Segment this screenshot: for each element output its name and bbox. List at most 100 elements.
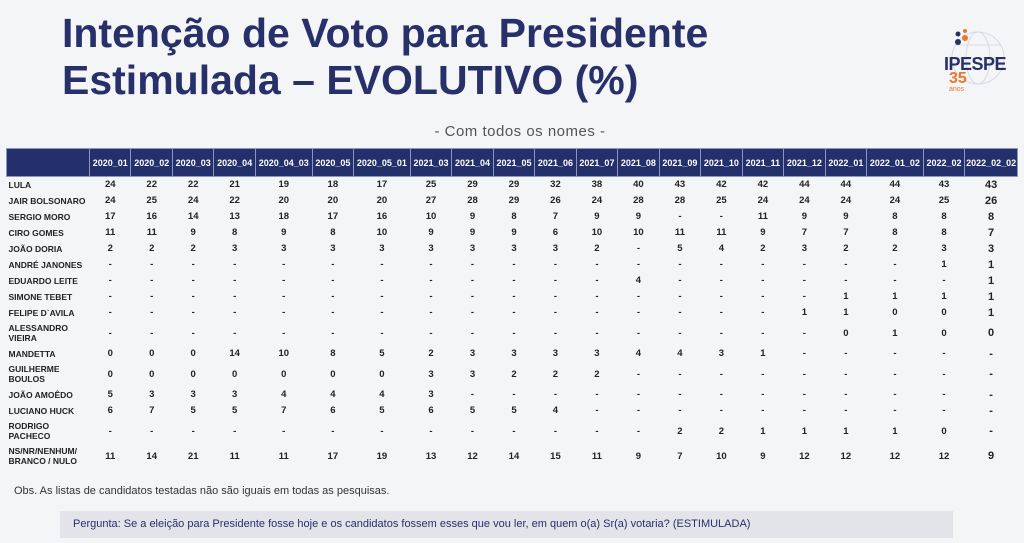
- value-cell: 7: [988, 226, 995, 239]
- value-cell: -: [108, 275, 112, 286]
- value-cell: -: [802, 259, 806, 270]
- value-cell: -: [553, 275, 558, 286]
- value-cell: -: [761, 275, 765, 286]
- value-cell: -: [512, 307, 516, 318]
- value-cell: -: [429, 259, 433, 270]
- value-cell: -: [636, 368, 640, 380]
- value-cell: 16: [146, 211, 157, 222]
- candidate-name-line: SERGIO MORO: [8, 211, 71, 222]
- value-cell: 2: [760, 243, 766, 254]
- value-cell: -: [380, 307, 384, 318]
- footnote: Obs. As listas de candidatos testadas nã…: [14, 485, 390, 497]
- candidate-name-line: ALESSANDRO: [8, 323, 69, 333]
- candidate-name-line: CIRO GOMES: [8, 227, 64, 238]
- value-cell: 5: [511, 405, 517, 416]
- value-cell: -: [191, 291, 195, 302]
- value-cell: -: [233, 291, 237, 302]
- value-cell: 10: [716, 450, 727, 462]
- value-cell: 5: [469, 405, 476, 416]
- value-cell: -: [191, 425, 195, 437]
- value-cell: -: [512, 425, 516, 437]
- value-cell: 9: [843, 211, 849, 222]
- value-cell: 3: [281, 243, 287, 254]
- candidate-name-line: NS/NR/NENHUM/: [8, 446, 77, 456]
- value-cell: 6: [552, 227, 559, 238]
- candidate-name: RODRIGO PACHECO: [7, 419, 90, 444]
- column-header: 2020_05_01: [353, 148, 411, 177]
- value-cell: 11: [674, 227, 685, 238]
- candidate-name: LULA: [7, 177, 90, 193]
- table-row: ANDRÉ JANONES - - - - - - - - - - - - - - - - - - - 1 1: [7, 257, 1018, 273]
- value-cell: 29: [508, 179, 520, 191]
- value-cell: 2: [149, 243, 155, 254]
- value-cell: -: [636, 425, 640, 437]
- value-cell: 6: [330, 405, 336, 416]
- value-cell: 7: [843, 227, 849, 238]
- value-cell: 14: [229, 348, 240, 359]
- value-cell: -: [989, 404, 993, 417]
- value-cell: -: [470, 425, 475, 437]
- value-cell: 0: [107, 348, 113, 359]
- value-cell: -: [942, 368, 946, 380]
- value-cell: 18: [327, 179, 339, 191]
- value-cell: -: [802, 348, 806, 359]
- value-cell: -: [844, 259, 848, 270]
- value-cell: 9: [988, 450, 995, 462]
- value-cell: 0: [190, 368, 196, 380]
- value-cell: 2: [428, 348, 434, 359]
- value-cell: 1: [760, 348, 766, 359]
- table-row: MANDETTA 0 0 0 14 10 8 5 2 3 3 3 3 4 4 3 1 - - - - -: [7, 346, 1018, 362]
- value-cell: -: [719, 389, 723, 400]
- value-cell: -: [150, 259, 154, 270]
- value-cell: -: [191, 307, 195, 318]
- value-cell: 40: [633, 179, 644, 191]
- candidate-name: SIMONE TEBET: [7, 289, 90, 305]
- logo-globe-icon: [951, 29, 1005, 85]
- column-header: 2021_05: [492, 148, 536, 177]
- value-cell: -: [636, 389, 640, 400]
- value-cell: -: [761, 307, 765, 318]
- value-cell: 7: [677, 450, 683, 462]
- value-cell: 32: [550, 179, 561, 191]
- value-cell: -: [512, 259, 516, 270]
- value-cell: -: [678, 327, 682, 339]
- value-cell: 14: [508, 450, 520, 462]
- value-cell: -: [636, 291, 640, 302]
- column-header: 2022_02_02: [964, 148, 1018, 177]
- value-cell: -: [636, 405, 640, 416]
- candidate-name: MANDETTA: [7, 346, 90, 362]
- value-cell: -: [893, 275, 897, 286]
- value-cell: -: [719, 259, 723, 270]
- value-cell: -: [719, 291, 723, 302]
- value-cell: -: [429, 327, 433, 339]
- value-cell: -: [595, 275, 599, 286]
- value-cell: 2: [552, 368, 559, 380]
- value-cell: 3: [718, 348, 725, 359]
- candidate-name: ALESSANDRO VIEIRA: [7, 321, 90, 346]
- value-cell: -: [802, 291, 806, 302]
- value-cell: 3: [988, 242, 995, 255]
- value-cell: 20: [278, 195, 290, 206]
- value-cell: 24: [104, 179, 116, 191]
- value-cell: 24: [187, 195, 199, 206]
- value-cell: -: [331, 327, 335, 339]
- value-cell: -: [893, 405, 897, 416]
- value-cell: 11: [229, 450, 240, 462]
- column-header: 2022_02: [922, 148, 966, 177]
- value-cell: -: [989, 368, 993, 380]
- value-cell: 20: [327, 195, 339, 206]
- value-cell: -: [595, 389, 599, 400]
- value-cell: 0: [941, 307, 947, 318]
- question-bar: Pergunta: Se a eleição para Presidente f…: [60, 511, 953, 538]
- candidate-name-line: BRANCO / NULO: [8, 456, 77, 466]
- logo-sub: anos: [949, 86, 965, 93]
- value-cell: 29: [508, 195, 520, 206]
- candidate-name-line: MANDETTA: [8, 348, 56, 359]
- value-cell: 3: [190, 389, 196, 400]
- value-cell: -: [802, 275, 806, 286]
- value-cell: 0: [941, 327, 947, 339]
- candidate-name: EDUARDO LEITE: [7, 273, 90, 289]
- value-cell: -: [553, 291, 558, 302]
- value-cell: 9: [469, 227, 476, 238]
- candidate-name: NS/NR/NENHUM/BRANCO / NULO: [7, 444, 90, 469]
